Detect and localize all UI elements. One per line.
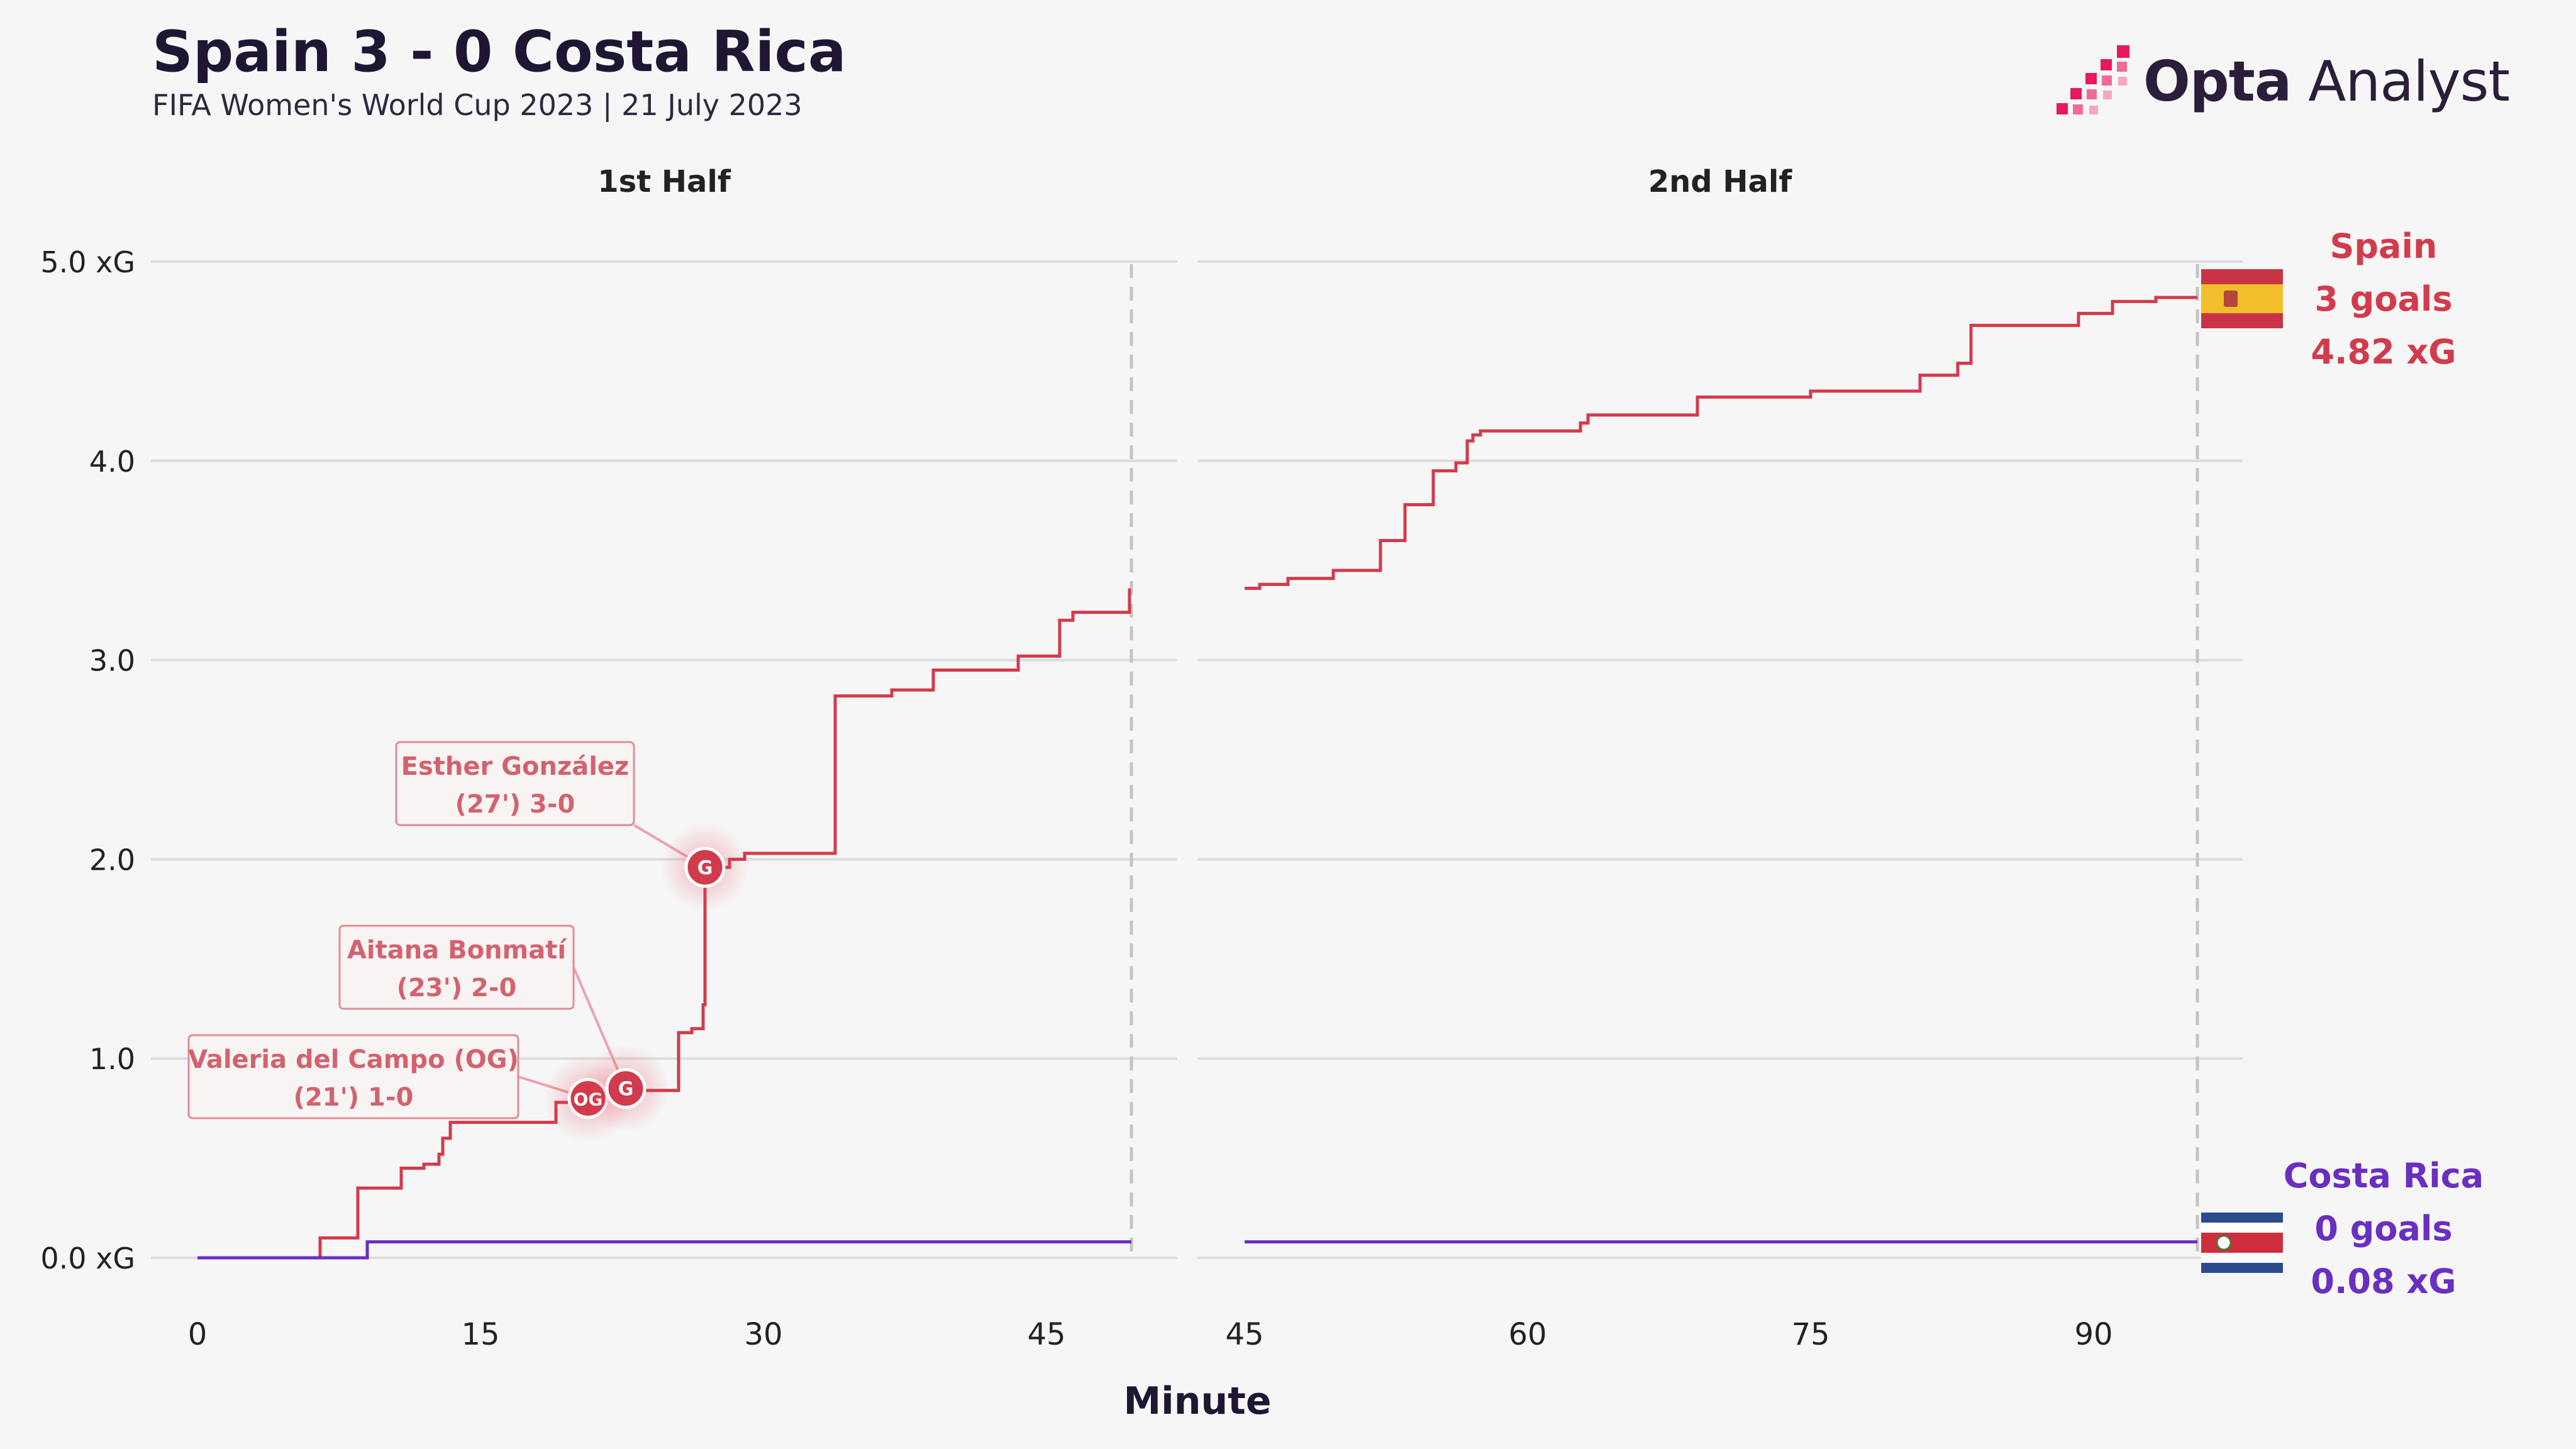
y-tick-label-3: 3.0	[89, 644, 135, 678]
x-tick-label-1-3: 90	[2074, 1317, 2112, 1352]
chart-subtitle: FIFA Women's World Cup 2023 | 21 July 20…	[152, 88, 802, 122]
x-tick-label-0-2: 30	[744, 1317, 782, 1352]
x-axis-label: Minute	[1123, 1379, 1271, 1423]
goal-annotation-box	[187, 1034, 519, 1119]
y-tick-label-2: 2.0	[89, 843, 135, 877]
panel-label-0: 1st Half	[597, 164, 731, 199]
x-tick-label-1-2: 75	[1791, 1317, 1829, 1352]
goal-marker	[684, 847, 726, 888]
legend-spain-goals: 3 goals	[2314, 279, 2452, 319]
y-tick-label-1: 1.0	[89, 1042, 135, 1076]
legend-costa_rica-xg: 0.08 xG	[2311, 1262, 2456, 1301]
goal-annotation-player: Valeria del Campo (OG)	[188, 1045, 519, 1074]
opta-analyst-logo: Opta Analyst	[2057, 40, 2510, 122]
x-tick-label-0-1: 15	[461, 1317, 499, 1352]
goal-annotation-box	[395, 741, 635, 826]
goal-marker-label: G	[697, 857, 713, 879]
x-tick-label-0-3: 45	[1027, 1317, 1065, 1352]
series-line-spain-first_half	[197, 588, 1131, 1260]
goal-annotation-detail: (27') 3-0	[455, 790, 575, 819]
legend-costa_rica-goals: 0 goals	[2314, 1209, 2452, 1248]
goal-marker-label: G	[618, 1079, 634, 1101]
goal-annotation-player: Esther González	[401, 752, 630, 781]
goal-annotation-box	[338, 924, 575, 1010]
goal-annotation-detail: (21') 1-0	[294, 1083, 414, 1112]
legend-spain-xg: 4.82 xG	[2311, 332, 2456, 372]
opta-logo-icon	[2057, 45, 2129, 114]
y-tick-label-5: 5.0 xG	[40, 245, 135, 279]
y-tick-label-0: 0.0 xG	[40, 1241, 135, 1275]
series-line-costa_rica-first_half	[197, 1240, 1131, 1260]
x-tick-label-0-0: 0	[188, 1317, 208, 1352]
chart-title: Spain 3 - 0 Costa Rica	[152, 19, 847, 85]
x-tick-label-1-0: 45	[1225, 1317, 1263, 1352]
x-tick-label-1-1: 60	[1508, 1317, 1546, 1352]
goal-marker	[605, 1068, 647, 1109]
goal-annotation-detail: (23') 2-0	[397, 974, 517, 1002]
legend-costa_rica-name: Costa Rica	[2284, 1156, 2484, 1196]
series-line-spain-second_half	[1245, 296, 2197, 591]
y-tick-label-4: 4.0	[89, 445, 135, 479]
brand-wordmark: Opta Analyst	[2143, 48, 2510, 114]
costa-rica-flag-icon	[2201, 1213, 2283, 1273]
spain-flag-icon	[2201, 269, 2283, 328]
panel-label-1: 2nd Half	[1648, 164, 1793, 199]
goal-annotation-player: Aitana Bonmatí	[347, 936, 567, 965]
legend-spain-name: Spain	[2330, 226, 2438, 266]
